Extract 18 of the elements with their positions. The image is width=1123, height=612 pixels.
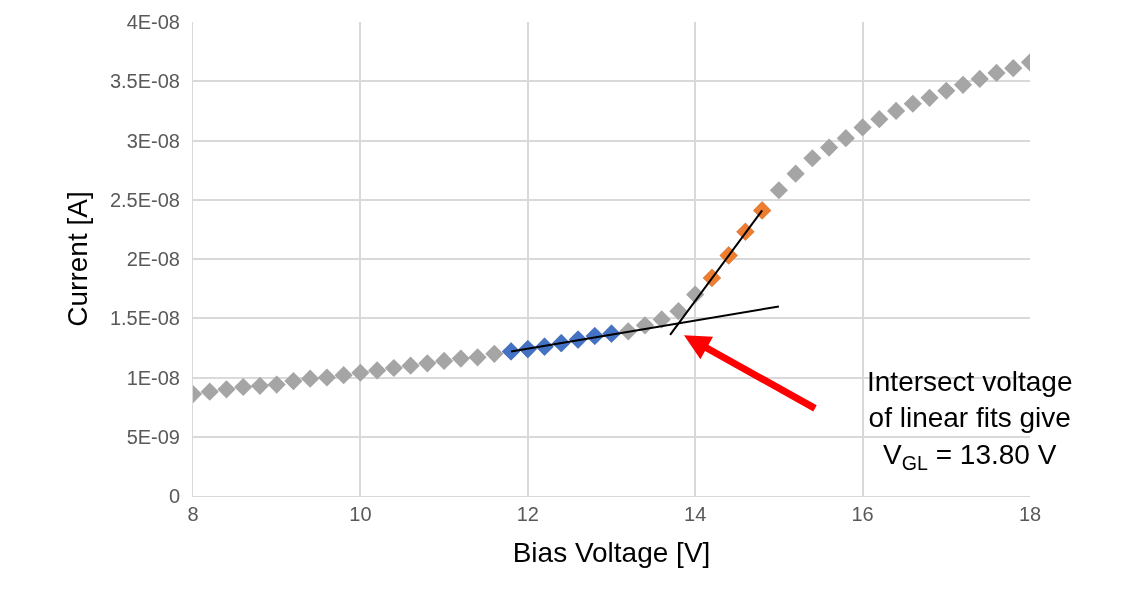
y-tick-label: 2.5E-08 — [109, 188, 180, 211]
x-axis-title: Bias Voltage [V] — [512, 537, 711, 569]
y-axis-title: Current [A] — [61, 191, 93, 327]
y-tick-label: 0 — [168, 485, 180, 507]
annotation: Intersect voltage of linear fits give V$_{GL}$ = 13.80 V — [867, 366, 1073, 474]
x-tick-label: 8 — [187, 503, 199, 525]
y-tick-label: 2E-08 — [126, 248, 180, 270]
y-tick-label: 3E-08 — [126, 129, 180, 152]
y-tick-label: 4E-08 — [126, 11, 180, 33]
x-tick-label: 18 — [1018, 503, 1042, 525]
x-tick-label: 10 — [349, 503, 372, 525]
y-tick-label: 5E-09 — [126, 425, 180, 448]
x-tick-label: 14 — [684, 503, 707, 525]
y-tick-label: 1E-08 — [126, 366, 180, 389]
y-tick-label: 1.5E-08 — [109, 307, 180, 330]
y-tick-label: 3.5E-08 — [109, 70, 180, 93]
x-tick-label: 16 — [851, 503, 874, 525]
x-tick-label: 12 — [516, 503, 539, 525]
